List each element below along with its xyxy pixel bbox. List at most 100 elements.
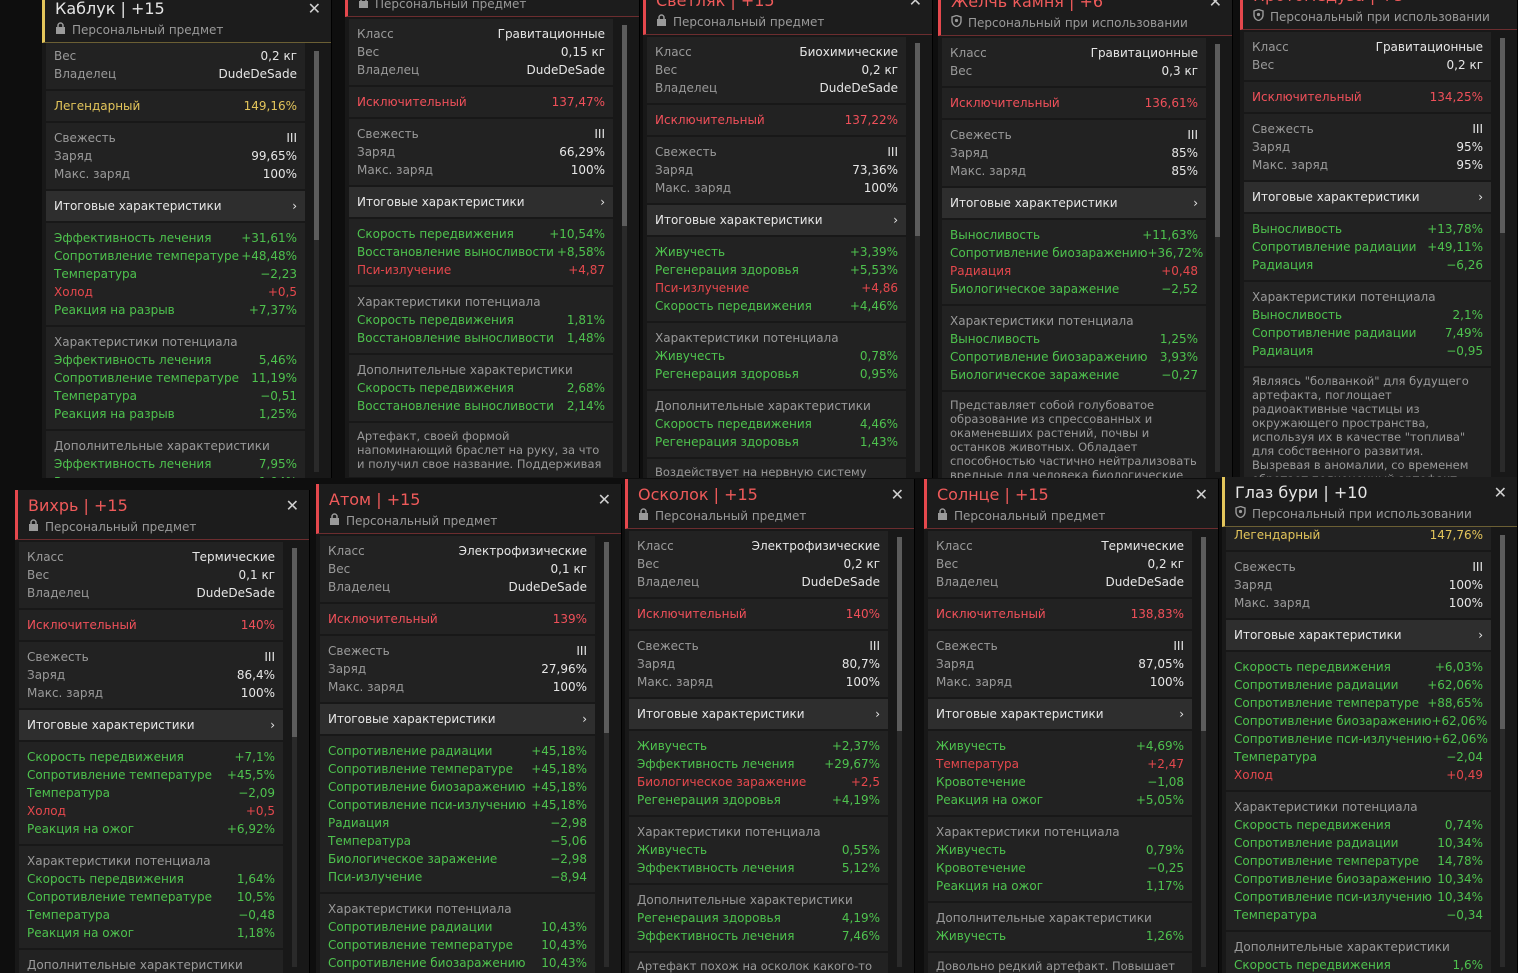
description: Представляет собой голубоватое образован… bbox=[950, 398, 1197, 478]
condition-row-label: Макс. заряд bbox=[1234, 596, 1311, 610]
info-row-value: 0,15 кг bbox=[560, 45, 605, 59]
stats-header[interactable]: Итоговые характеристики › bbox=[942, 188, 1206, 218]
stat-row: Реакция на ожог 1,17% bbox=[936, 877, 1184, 895]
info-row-value: Электрофизические bbox=[458, 544, 587, 558]
info-block: Класс Термические Вес 0,2 кг Владелец DudeDeS… bbox=[928, 531, 1192, 597]
stat-row-value: 1,81% bbox=[566, 313, 605, 327]
stat-row-label: Температура bbox=[54, 267, 138, 281]
rarity-row-label: Исключительный bbox=[655, 113, 765, 127]
close-button[interactable]: ✕ bbox=[1493, 483, 1507, 502]
info-row: Класс Электрофизические bbox=[637, 537, 880, 555]
binding-status: Персональный предмет bbox=[638, 507, 806, 525]
section-heading: Характеристики потенциала bbox=[655, 331, 839, 345]
rarity-block: Исключительный 136,61% bbox=[942, 88, 1206, 118]
stats-heading: Итоговые характеристики bbox=[54, 199, 222, 213]
chevron: › bbox=[1179, 707, 1184, 721]
rarity-row-label: Исключительный bbox=[357, 95, 467, 109]
info-row: Вес 0,2 кг bbox=[637, 555, 880, 573]
stats-header[interactable]: Итоговые характеристики › bbox=[349, 187, 613, 217]
stat-row-value: +4,46% bbox=[849, 299, 898, 313]
stats-header[interactable]: Итоговые характеристики › bbox=[320, 704, 595, 734]
close-button[interactable]: ✕ bbox=[285, 496, 299, 515]
stat-row-label: Живучесть bbox=[936, 739, 1007, 753]
tooltip-body: Класс Гравитационные Вес 0,15 кг Владелец Dud… bbox=[349, 19, 613, 477]
info-block: Класс Биохимические Вес 0,2 кг Владелец DudeD… bbox=[647, 37, 906, 103]
condition-row-value: III bbox=[286, 131, 297, 145]
condition-row-value: 100% bbox=[240, 686, 275, 700]
info-row-label: Вес bbox=[54, 49, 77, 63]
rarity-row-label: Исключительный bbox=[27, 618, 137, 632]
section-heading: Характеристики потенциала bbox=[27, 854, 211, 868]
binding-status: Персональный при использовании bbox=[1253, 8, 1490, 26]
item-title: Светляк | +15 bbox=[656, 0, 775, 10]
stats-header[interactable]: Итоговые характеристики › bbox=[46, 191, 305, 221]
condition-row-label: Свежесть bbox=[27, 650, 89, 664]
condition-row: Макс. заряд 100% bbox=[328, 678, 587, 696]
condition-row-value: 86,4% bbox=[236, 668, 275, 682]
stat-row: Сопротивление радиации 10,34% bbox=[1234, 834, 1483, 852]
close-button[interactable]: ✕ bbox=[1194, 485, 1208, 504]
stats-header[interactable]: Итоговые характеристики › bbox=[1226, 620, 1491, 650]
condition-row-value: 100% bbox=[845, 675, 880, 689]
close-button[interactable]: ✕ bbox=[597, 490, 611, 509]
scrollbar bbox=[622, 25, 627, 472]
stats-header[interactable]: Итоговые характеристики › bbox=[928, 699, 1192, 729]
rarity-row-value: 138,83% bbox=[1130, 607, 1184, 621]
stat-row-label: Живучесть bbox=[637, 843, 708, 857]
scrollbar bbox=[1215, 44, 1220, 472]
info-row-label: Владелец bbox=[27, 586, 90, 600]
close-button[interactable]: ✕ bbox=[307, 0, 321, 18]
stats-block: Живучесть +3,39% Регенерация здоровья +5,53… bbox=[647, 237, 906, 321]
section-heading: Характеристики потенциала bbox=[1252, 290, 1436, 304]
info-row: Владелец DudeDeSade bbox=[936, 573, 1184, 591]
info-row: Класс Термические bbox=[27, 548, 275, 566]
stat-row-label: Сопротивление температуре bbox=[27, 768, 212, 782]
stat-row-label: Реакция на разрыв bbox=[54, 303, 175, 317]
stats-header[interactable]: Итоговые характеристики › bbox=[19, 710, 283, 740]
stats-heading: Итоговые характеристики bbox=[328, 712, 496, 726]
condition-row: Макс. заряд 100% bbox=[655, 179, 898, 197]
rarity-row: Исключительный 136,61% bbox=[950, 94, 1198, 112]
stat-row: Скорость передвижения 1,6% bbox=[1234, 956, 1483, 973]
close-button[interactable]: ✕ bbox=[890, 485, 904, 504]
close-button[interactable]: ✕ bbox=[1494, 0, 1507, 5]
stat-row-value: +45,5% bbox=[226, 768, 275, 782]
stat-row-value: +10,54% bbox=[549, 227, 605, 241]
stats-block: Скорость передвижения +7,1% Сопротивление … bbox=[19, 742, 283, 844]
condition-row: Свежесть III bbox=[1234, 558, 1483, 576]
stat-row-value: 10,34% bbox=[1437, 836, 1483, 850]
rarity-row: Исключительный 137,22% bbox=[655, 111, 898, 129]
info-row-value: 0,2 кг bbox=[1147, 557, 1184, 571]
stats-block: Скорость передвижения +6,03% Сопротивление… bbox=[1226, 652, 1491, 790]
condition-row-label: Заряд bbox=[637, 657, 676, 671]
close-button[interactable]: ✕ bbox=[908, 0, 922, 10]
stat-row: Температура +2,47 bbox=[936, 755, 1184, 773]
info-row-value: 0,2 кг bbox=[843, 557, 880, 571]
close-button[interactable]: ✕ bbox=[1208, 0, 1222, 11]
stat-row: Сопротивление температуре +88,65% bbox=[1234, 694, 1483, 712]
artifact-tooltip: Солнце | +15 ✕ Персональный предмет Класс Те… bbox=[924, 479, 1219, 973]
info-row-value: 0,2 кг bbox=[1446, 58, 1483, 72]
stats-header[interactable]: Итоговые характеристики › bbox=[629, 699, 888, 729]
rarity-row: Исключительный 138,83% bbox=[936, 605, 1184, 623]
info-row: Владелец DudeDeSade bbox=[328, 578, 587, 596]
stat-row-label: Сопротивление биозаражению bbox=[328, 956, 526, 970]
condition-block: Свежесть III Заряд 66,29% Макс. заряд 100% bbox=[349, 119, 613, 185]
stat-row-value: +6,92% bbox=[226, 822, 275, 836]
description-block: Являясь "болванкой" для будущего артефак… bbox=[1244, 368, 1491, 478]
stat-row-label: Скорость передвижения bbox=[655, 417, 812, 431]
stat-row-label: Сопротивление температуре bbox=[54, 371, 239, 385]
stats-header[interactable]: Итоговые характеристики › bbox=[1244, 182, 1491, 212]
binding-text: Персональный предмет bbox=[954, 509, 1106, 523]
stat-row-value: 0,74% bbox=[1444, 818, 1483, 832]
stats-header[interactable]: Итоговые характеристики › bbox=[647, 205, 906, 235]
stat-row-value: 10,43% bbox=[541, 938, 587, 952]
stats-heading: Итоговые характеристики bbox=[936, 707, 1104, 721]
binding-status: Персональный при использовании bbox=[951, 14, 1188, 32]
scrollbar bbox=[314, 51, 319, 472]
stat-row-label: Биологическое заражение bbox=[637, 775, 807, 789]
stat-row: Сопротивление радиации 10,43% bbox=[328, 918, 587, 936]
info-row-label: Вес bbox=[27, 568, 50, 582]
info-row: Владелец DudeDeSade bbox=[357, 61, 605, 79]
description-block: Воздействует на нервную систему bbox=[647, 459, 906, 478]
